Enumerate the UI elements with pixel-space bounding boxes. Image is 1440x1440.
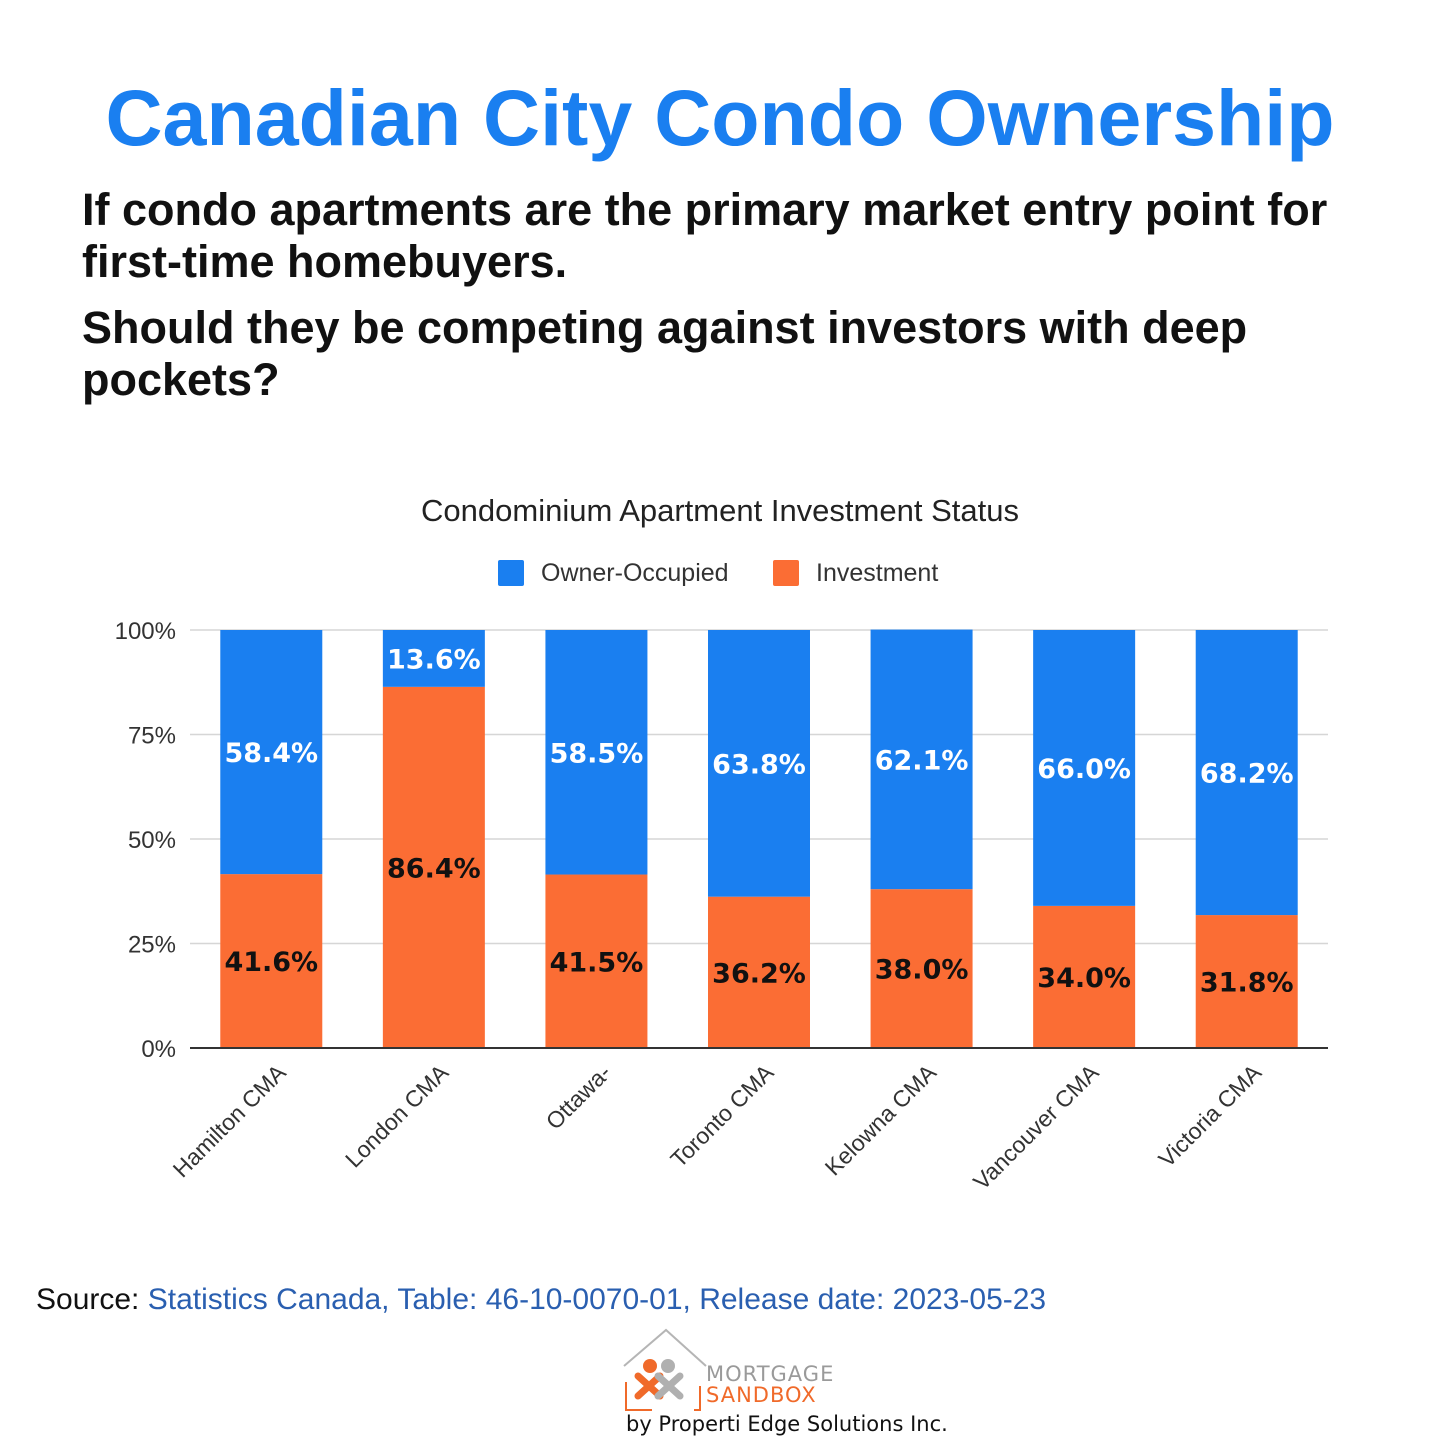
y-tick-label: 100% bbox=[115, 618, 176, 645]
data-label: 86.4% bbox=[387, 853, 481, 884]
bar-segment bbox=[1033, 630, 1136, 906]
x-category-label: Toronto CMA bbox=[665, 1059, 779, 1173]
bar-segment bbox=[870, 629, 973, 890]
question-investors: Should they be competing against investo… bbox=[82, 302, 1248, 405]
bar-segment bbox=[382, 686, 485, 1048]
data-label: 36.2% bbox=[712, 958, 806, 989]
data-label: 58.4% bbox=[224, 738, 318, 769]
y-tick-label: 0% bbox=[141, 1036, 176, 1063]
x-category-label: Kelowna CMA bbox=[820, 1059, 942, 1181]
chart-legend: Owner-Occupied Investment bbox=[498, 559, 938, 587]
data-label: 62.1% bbox=[875, 745, 969, 776]
legend-swatch-investment bbox=[773, 560, 799, 586]
house-people-icon bbox=[623, 1328, 707, 1411]
data-label: 41.5% bbox=[550, 947, 644, 978]
bar-segment bbox=[220, 874, 323, 1048]
legend-swatch-owner-occupied bbox=[498, 560, 524, 586]
plot-area: 0% 25% 50% 75% 100% 41.6% 58.4% Hamilton CMA 86.… bbox=[115, 618, 1328, 1195]
data-label: 63.8% bbox=[712, 749, 806, 780]
source-link[interactable]: Statistics Canada, Table: 46-10-0070-01,… bbox=[147, 1283, 1047, 1316]
question-primary-entry: If condo apartments are the primary mark… bbox=[82, 184, 1328, 287]
bar-segment bbox=[708, 630, 810, 897]
logo-text-mortgage: MORTGAGE bbox=[706, 1362, 835, 1386]
bar-segment bbox=[870, 889, 973, 1048]
page-title: Canadian City Condo Ownership bbox=[105, 73, 1335, 162]
data-label: 41.6% bbox=[224, 947, 318, 978]
data-label: 68.2% bbox=[1200, 759, 1294, 790]
data-label: 13.6% bbox=[387, 644, 481, 675]
data-label: 31.8% bbox=[1200, 968, 1294, 999]
mortgage-sandbox-logo: MORTGAGE SANDBOX by Properti Edge Soluti… bbox=[620, 1326, 948, 1440]
data-label: 58.5% bbox=[550, 738, 644, 769]
x-category-label: Ottawa- bbox=[541, 1059, 616, 1134]
legend-label-investment: Investment bbox=[816, 559, 938, 587]
legend-label-owner-occupied: Owner-Occupied bbox=[541, 559, 729, 587]
source-label: Source: bbox=[36, 1283, 140, 1316]
chart-title: Condominium Apartment Investment Status bbox=[421, 493, 1019, 528]
bar-segment bbox=[545, 874, 648, 1048]
y-tick-label: 75% bbox=[128, 723, 176, 750]
bar-segment bbox=[545, 630, 648, 875]
stacked-bar-chart: Condominium Apartment Investment Status … bbox=[115, 493, 1328, 1195]
y-tick-label: 50% bbox=[128, 827, 176, 854]
bar-segment bbox=[708, 896, 810, 1048]
x-category-label: London CMA bbox=[340, 1059, 454, 1173]
bar-segment bbox=[1195, 915, 1298, 1048]
bar-segment bbox=[382, 630, 485, 687]
source-citation: Source: Statistics Canada, Table: 46-10-… bbox=[36, 1283, 1046, 1317]
y-tick-label: 25% bbox=[128, 932, 176, 959]
data-label: 34.0% bbox=[1037, 963, 1131, 994]
bar-segment bbox=[220, 630, 323, 875]
data-label: 38.0% bbox=[875, 955, 969, 986]
logo-byline: by Properti Edge Solutions Inc. bbox=[626, 1412, 948, 1436]
data-label: 66.0% bbox=[1037, 754, 1131, 785]
logo-text-sandbox: SANDBOX bbox=[706, 1383, 817, 1407]
x-category-label: Victoria CMA bbox=[1153, 1059, 1266, 1172]
bar-segment bbox=[1033, 905, 1136, 1048]
bar-segment bbox=[1195, 630, 1298, 916]
x-category-label: Vancouver CMA bbox=[968, 1059, 1104, 1195]
x-category-label: Hamilton CMA bbox=[168, 1059, 292, 1183]
